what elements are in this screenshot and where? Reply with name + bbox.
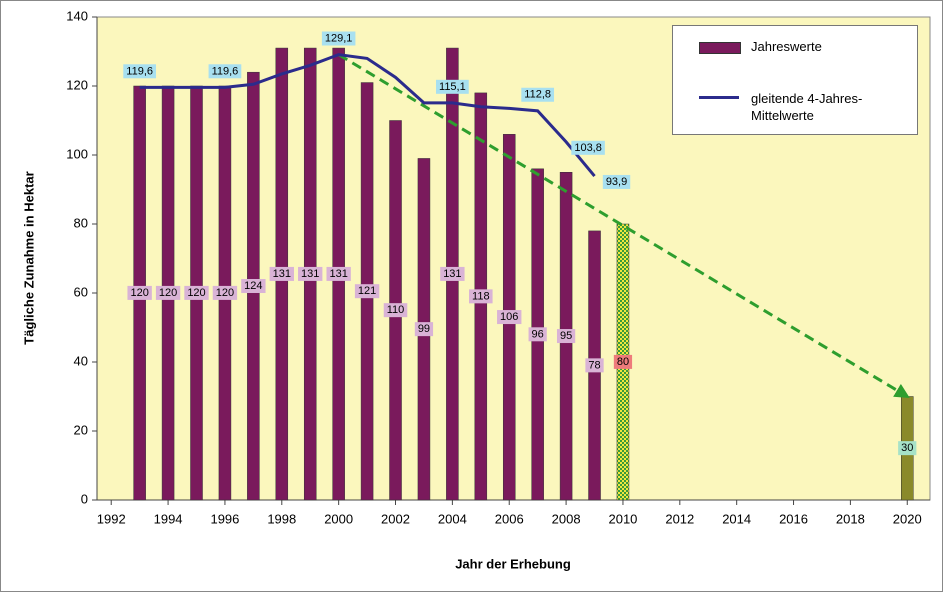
bar-label-bg — [155, 285, 181, 300]
x-tick-label: 2006 — [495, 511, 524, 526]
trend-arrow — [337, 53, 910, 399]
bar-label-bg — [469, 289, 493, 304]
line-label: 93,9 — [606, 176, 627, 188]
y-tick-label: 80 — [74, 215, 88, 230]
x-tick-label: 2012 — [665, 511, 694, 526]
bar-label-bg — [326, 266, 351, 281]
x-tick-label: 1996 — [210, 511, 239, 526]
legend-swatch — [699, 42, 741, 54]
bar-label: 120 — [216, 287, 234, 299]
y-axis-title: Tägliche Zunahme in Hektar — [21, 171, 36, 344]
bar-label-bg — [556, 329, 576, 344]
x-tick-label: 1998 — [267, 511, 296, 526]
bar-label-bg — [184, 285, 209, 300]
bar-label: 95 — [560, 330, 572, 342]
line-label-bg — [208, 64, 242, 79]
bar-label: 131 — [443, 268, 461, 280]
bar-label-bg — [440, 266, 465, 281]
x-tick-label: 2010 — [608, 511, 637, 526]
line-label-bg — [521, 87, 555, 102]
bar-label-bg — [241, 279, 266, 294]
x-tick-label: 2004 — [438, 511, 467, 526]
x-tick-label: 2016 — [779, 511, 808, 526]
y-tick-label: 60 — [74, 284, 88, 299]
bar-label: 120 — [159, 287, 177, 299]
line-label-bg — [321, 31, 356, 46]
legend-swatch — [699, 96, 739, 99]
x-tick-label: 2008 — [552, 511, 581, 526]
x-tick-label: 2020 — [893, 511, 922, 526]
bar-label: 124 — [244, 280, 262, 292]
y-tick-label: 100 — [66, 146, 88, 161]
x-tick-label: 2002 — [381, 511, 410, 526]
y-tick-label: 0 — [81, 491, 88, 506]
bar-label: 99 — [418, 323, 430, 335]
bar-label-bg — [127, 285, 152, 300]
y-tick-label: 140 — [66, 8, 88, 23]
line-label: 112,8 — [524, 89, 551, 101]
line-label-bg — [571, 140, 605, 155]
bar-label: 131 — [273, 268, 291, 280]
bar-label-bg — [298, 266, 323, 281]
bar-label-bg — [269, 266, 294, 281]
bar-label-bg — [497, 310, 522, 325]
x-tick-label: 1992 — [97, 511, 126, 526]
line-label: 129,1 — [325, 33, 353, 45]
bar-label: 96 — [532, 328, 544, 340]
bar-label: 30 — [901, 442, 913, 454]
y-tick-label: 20 — [74, 422, 88, 437]
x-tick-label: 2000 — [324, 511, 353, 526]
bar-label: 106 — [500, 311, 518, 323]
bar-label-bg — [528, 327, 547, 342]
line — [139, 53, 596, 178]
x-tick-label: 2014 — [722, 511, 751, 526]
line-label: 103,8 — [574, 142, 602, 154]
x-tick-label: 2018 — [836, 511, 865, 526]
bar-label: 110 — [387, 304, 405, 316]
legend: Jahreswerte gleitende 4-Jahres-Mittelwer… — [672, 25, 918, 135]
line-label: 115,1 — [439, 81, 466, 93]
line-label-bg — [436, 79, 469, 94]
x-axis-title: Jahr der Erhebung — [455, 556, 571, 571]
line-label-bg — [602, 174, 631, 189]
bar-label: 120 — [187, 287, 205, 299]
bar-label-bg — [613, 354, 633, 369]
bar-label-bg — [585, 358, 604, 373]
bar-label: 120 — [130, 287, 148, 299]
line-label: 119,6 — [212, 65, 239, 77]
y-tick-label: 120 — [66, 77, 88, 92]
y-tick-label: 40 — [74, 353, 88, 368]
bar-label: 80 — [617, 356, 629, 368]
bar-label: 118 — [472, 290, 490, 302]
bar-label-bg — [212, 285, 238, 300]
line-label-bg — [123, 64, 157, 79]
bar-label: 121 — [358, 285, 376, 297]
bar-label-bg — [414, 322, 434, 337]
bar-label: 131 — [329, 268, 347, 280]
line-label: 119,6 — [126, 65, 153, 77]
x-tick-label: 1994 — [154, 511, 183, 526]
legend-label: Jahreswerte — [751, 39, 822, 54]
bar-label: 78 — [588, 359, 600, 371]
bar-label: 131 — [301, 268, 319, 280]
bar-label-bg — [898, 441, 917, 456]
bar-label-bg — [354, 284, 380, 299]
legend-label: gleitende 4-Jahres-Mittelwerte — [751, 91, 863, 123]
bar-label-bg — [383, 303, 408, 318]
